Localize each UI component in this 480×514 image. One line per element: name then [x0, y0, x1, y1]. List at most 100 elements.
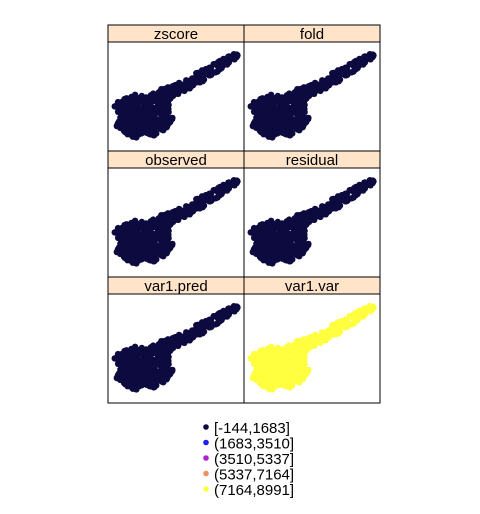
data-point [151, 244, 159, 252]
data-point [264, 221, 271, 228]
data-point [207, 192, 214, 199]
data-point [111, 103, 118, 110]
data-point [300, 90, 308, 97]
data-point [133, 94, 140, 101]
data-point [125, 374, 132, 382]
data-point [113, 374, 121, 382]
data-point [334, 75, 342, 82]
data-point [138, 96, 145, 104]
data-point [291, 215, 298, 222]
data-point [155, 89, 162, 96]
legend-marker [203, 470, 209, 477]
data-point [267, 132, 275, 139]
data-point [128, 355, 135, 362]
data-point [198, 319, 206, 326]
data-point [311, 79, 319, 87]
data-point [287, 111, 294, 118]
data-point [128, 229, 135, 236]
data-point [175, 338, 182, 345]
data-point [175, 86, 182, 93]
data-point [132, 361, 139, 368]
data-point [159, 109, 166, 117]
data-point [260, 108, 267, 115]
data-point [193, 196, 200, 203]
data-point [164, 90, 172, 97]
data-point [148, 380, 156, 387]
data-point [139, 120, 146, 127]
data-point [128, 95, 135, 102]
strip-label: var1.pred [144, 278, 207, 295]
data-point [369, 178, 376, 185]
data-point [155, 341, 162, 348]
data-point [279, 380, 286, 388]
data-point [369, 304, 376, 311]
data-point [254, 110, 261, 117]
data-point [328, 78, 335, 85]
data-point [294, 126, 301, 133]
data-point [144, 229, 151, 236]
legend-label: (7164,8991] [214, 482, 294, 499]
data-point [184, 210, 191, 218]
data-point [295, 109, 302, 117]
data-point [193, 322, 200, 329]
data-point [360, 61, 367, 68]
data-point [139, 372, 146, 379]
data-point [247, 103, 254, 110]
point-cloud [247, 177, 377, 267]
data-point [344, 323, 351, 330]
data-point [233, 52, 240, 59]
data-point [261, 248, 268, 256]
data-point [159, 361, 166, 368]
data-point [175, 205, 183, 213]
data-point [111, 355, 118, 362]
data-point [144, 103, 151, 110]
legend-label: [-144,1683] [214, 420, 290, 437]
data-point [289, 347, 297, 355]
data-point [297, 230, 304, 237]
data-point [253, 230, 260, 237]
data-point [169, 210, 176, 217]
data-point [258, 114, 265, 122]
data-point [275, 246, 282, 253]
panel-fold: fold [243, 24, 381, 152]
data-point [224, 187, 231, 194]
data-point [153, 95, 161, 103]
data-point [118, 236, 125, 243]
data-point [267, 258, 275, 265]
legend-label: (3510,5337] [214, 451, 294, 468]
data-point [184, 204, 191, 211]
data-point [320, 84, 327, 92]
data-point [128, 221, 135, 228]
data-point [122, 129, 130, 136]
data-point [350, 68, 357, 75]
data-point [284, 380, 292, 387]
data-point [249, 248, 257, 256]
data-point [276, 237, 283, 244]
data-point [131, 258, 139, 265]
legend-marker [203, 439, 209, 446]
data-point [294, 252, 301, 259]
data-point [143, 128, 150, 136]
data-point [284, 254, 292, 261]
data-point [320, 210, 327, 218]
data-point [295, 361, 302, 368]
data-point [343, 192, 350, 199]
data-point [214, 68, 221, 75]
data-point [131, 384, 139, 391]
data-point [133, 220, 140, 227]
legend-marker [203, 486, 209, 492]
data-point [274, 222, 281, 230]
data-point [249, 374, 257, 382]
data-point [343, 66, 350, 73]
point-cloud [111, 177, 241, 267]
data-point [151, 237, 158, 244]
data-point [138, 348, 145, 356]
data-point [270, 118, 277, 125]
data-point [129, 378, 137, 385]
data-point [334, 201, 342, 208]
data-point [259, 95, 266, 102]
data-point [300, 216, 308, 223]
data-point [131, 132, 139, 139]
data-point [287, 370, 295, 378]
data-point [254, 236, 261, 243]
